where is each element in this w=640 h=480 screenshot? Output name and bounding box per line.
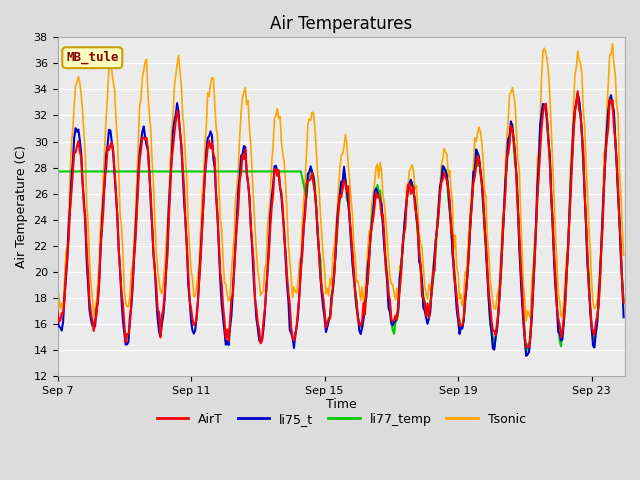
Y-axis label: Air Temperature (C): Air Temperature (C) bbox=[15, 145, 28, 268]
Tsonic bbox=[564, 240, 572, 246]
li75_t bbox=[54, 318, 61, 324]
Tsonic bbox=[243, 102, 250, 108]
li75_t bbox=[223, 338, 231, 344]
li77_temp bbox=[223, 168, 231, 174]
Tsonic bbox=[54, 283, 61, 289]
li75_t bbox=[468, 199, 476, 204]
li77_temp bbox=[54, 168, 61, 174]
Text: MB_tule: MB_tule bbox=[66, 51, 118, 64]
li75_t bbox=[574, 92, 582, 97]
li75_t bbox=[368, 221, 376, 227]
Legend: AirT, li75_t, li77_temp, Tsonic: AirT, li75_t, li77_temp, Tsonic bbox=[152, 408, 531, 431]
Title: Air Temperatures: Air Temperatures bbox=[270, 15, 412, 33]
X-axis label: Time: Time bbox=[326, 398, 356, 411]
li77_temp bbox=[468, 196, 476, 202]
li75_t bbox=[243, 170, 250, 176]
AirT bbox=[525, 344, 533, 350]
li77_temp bbox=[522, 349, 530, 355]
Tsonic bbox=[522, 318, 530, 324]
Tsonic bbox=[620, 252, 627, 258]
li75_t bbox=[522, 353, 530, 359]
Tsonic bbox=[451, 232, 459, 238]
Tsonic bbox=[609, 41, 616, 47]
Line: Tsonic: Tsonic bbox=[58, 44, 623, 321]
Tsonic bbox=[368, 199, 376, 205]
li75_t bbox=[620, 314, 627, 320]
li75_t bbox=[451, 286, 459, 292]
AirT bbox=[620, 300, 627, 306]
AirT bbox=[451, 282, 459, 288]
Line: AirT: AirT bbox=[58, 91, 623, 347]
AirT bbox=[368, 223, 376, 228]
Line: li77_temp: li77_temp bbox=[58, 93, 623, 352]
AirT bbox=[564, 247, 572, 253]
li77_temp bbox=[368, 216, 376, 222]
li75_t bbox=[564, 249, 572, 255]
Tsonic bbox=[468, 185, 476, 191]
Line: li75_t: li75_t bbox=[58, 95, 623, 356]
AirT bbox=[468, 197, 476, 203]
li77_temp bbox=[451, 279, 459, 285]
AirT bbox=[54, 308, 61, 313]
AirT bbox=[574, 88, 582, 94]
AirT bbox=[223, 327, 231, 333]
li77_temp bbox=[243, 168, 250, 174]
li77_temp bbox=[620, 298, 627, 303]
Tsonic bbox=[223, 292, 231, 298]
AirT bbox=[243, 168, 250, 174]
li77_temp bbox=[574, 90, 582, 96]
li77_temp bbox=[564, 243, 572, 249]
